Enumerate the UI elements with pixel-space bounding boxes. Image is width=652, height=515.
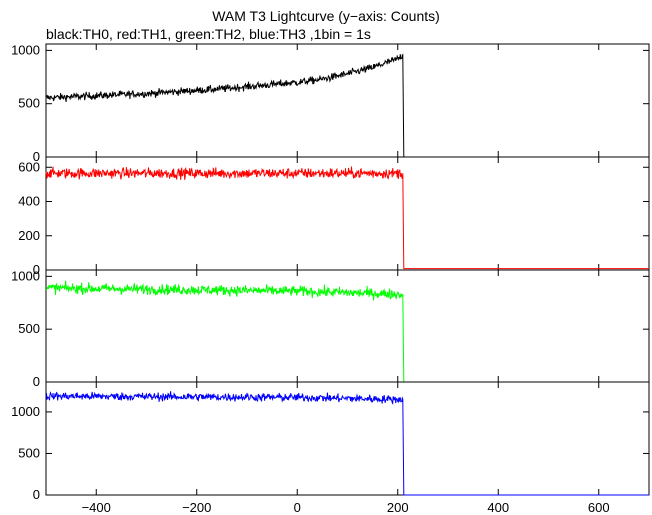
y-tick-label-TH1-400: 400 xyxy=(18,194,40,209)
y-tick-label-TH0-0: 0 xyxy=(33,149,40,164)
series-line-TH0 xyxy=(45,53,649,158)
panel-frame-TH3 xyxy=(45,381,650,496)
y-tick-label-TH2-1000: 1000 xyxy=(11,268,40,283)
y-tick-label-TH0-500: 500 xyxy=(18,96,40,111)
series-line-TH3 xyxy=(45,391,649,496)
x-tick-label-200: 200 xyxy=(387,500,409,515)
y-tick-label-TH3-500: 500 xyxy=(18,445,40,460)
chart-title: WAM T3 Lightcurve (y−axis: Counts) xyxy=(212,8,440,24)
y-tick-label-TH0-1000: 1000 xyxy=(11,42,40,57)
y-tick-label-TH3-0: 0 xyxy=(33,487,40,502)
y-tick-label-TH2-500: 500 xyxy=(18,321,40,336)
series-line-TH2 xyxy=(45,280,649,383)
x-tick-label-400: 400 xyxy=(487,500,509,515)
y-tick-label-TH1-0: 0 xyxy=(33,262,40,277)
y-tick-label-TH3-1000: 1000 xyxy=(11,404,40,419)
y-tick-label-TH1-200: 200 xyxy=(18,228,40,243)
y-tick-label-TH2-0: 0 xyxy=(33,374,40,389)
panel-frame-TH0 xyxy=(45,43,650,158)
series-line-TH1 xyxy=(45,166,649,270)
x-tick-label-600: 600 xyxy=(588,500,610,515)
x-tick-label--400: −400 xyxy=(82,500,111,515)
y-tick-label-TH1-600: 600 xyxy=(18,159,40,174)
x-tick-label--200: −200 xyxy=(182,500,211,515)
x-tick-label-0: 0 xyxy=(294,500,301,515)
chart-subtitle: black:TH0, red:TH1, green:TH2, blue:TH3 … xyxy=(46,26,371,42)
